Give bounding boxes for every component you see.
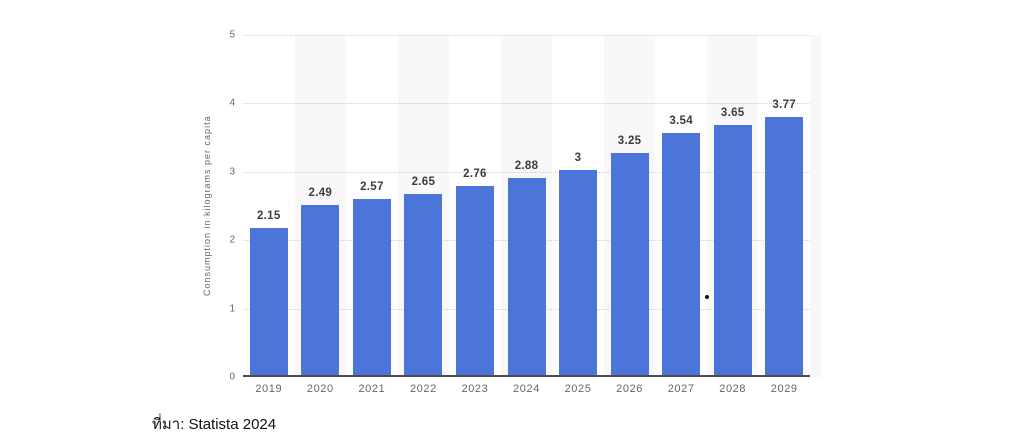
y-tick-2: 2 (229, 234, 235, 246)
value-label-2025: 3 (574, 151, 582, 164)
value-label-2024: 2.88 (514, 160, 539, 173)
bar-2024[interactable] (507, 178, 546, 375)
x-tick-2025: 2025 (564, 383, 592, 395)
x-tick-2022: 2022 (409, 383, 437, 395)
x-tick-2020: 2020 (306, 383, 334, 395)
bar-2023[interactable] (455, 186, 494, 375)
x-tick-2019: 2019 (255, 383, 283, 395)
bar-2029[interactable] (765, 117, 804, 375)
y-axis-tick-labels: 0 1 2 3 4 5 (195, 30, 235, 383)
y-tick-4: 4 (229, 97, 235, 109)
gridline-y-4 (243, 103, 810, 105)
y-tick-1: 1 (229, 303, 235, 315)
x-tick-2028: 2028 (719, 383, 747, 395)
bar-2021[interactable] (352, 199, 391, 375)
value-label-2026: 3.25 (617, 134, 642, 147)
value-label-2023: 2.76 (463, 168, 487, 181)
x-tick-2021: 2021 (358, 383, 386, 395)
bar-2019[interactable] (249, 227, 288, 375)
value-label-2021: 2.57 (360, 181, 384, 194)
bar-2020[interactable] (301, 204, 340, 375)
y-tick-5: 5 (229, 29, 235, 41)
plot-area: 2.15 2019 2.49 2020 2.57 2021 2.65 2022 2.76 2023… (243, 35, 810, 395)
x-tick-2023: 2023 (461, 383, 489, 395)
bar-2022[interactable] (404, 193, 443, 375)
plot-right-edge-band (810, 35, 822, 377)
x-tick-2024: 2024 (513, 383, 540, 395)
y-tick-0: 0 (229, 371, 235, 383)
value-label-2022: 2.65 (411, 175, 436, 188)
bar-2025[interactable] (559, 169, 598, 375)
gridline-y-5 (243, 35, 810, 36)
x-tick-2027: 2027 (667, 383, 695, 395)
bar-2027[interactable] (662, 132, 701, 375)
y-tick-3: 3 (229, 166, 235, 178)
value-label-2020: 2.49 (308, 186, 333, 199)
value-label-2027: 3.54 (669, 114, 693, 127)
x-tick-2026: 2026 (616, 383, 644, 395)
source-note: ที่มา: Statista 2024 (152, 416, 277, 433)
bar-2028[interactable] (713, 125, 752, 375)
value-label-2019: 2.15 (256, 209, 281, 222)
value-label-2029: 3.77 (772, 99, 797, 112)
x-tick-2029: 2029 (770, 383, 798, 395)
bar-2026[interactable] (610, 152, 649, 375)
gridline-y-3 (243, 171, 810, 173)
cursor-dot (705, 295, 709, 299)
value-label-2028: 3.65 (720, 107, 745, 120)
